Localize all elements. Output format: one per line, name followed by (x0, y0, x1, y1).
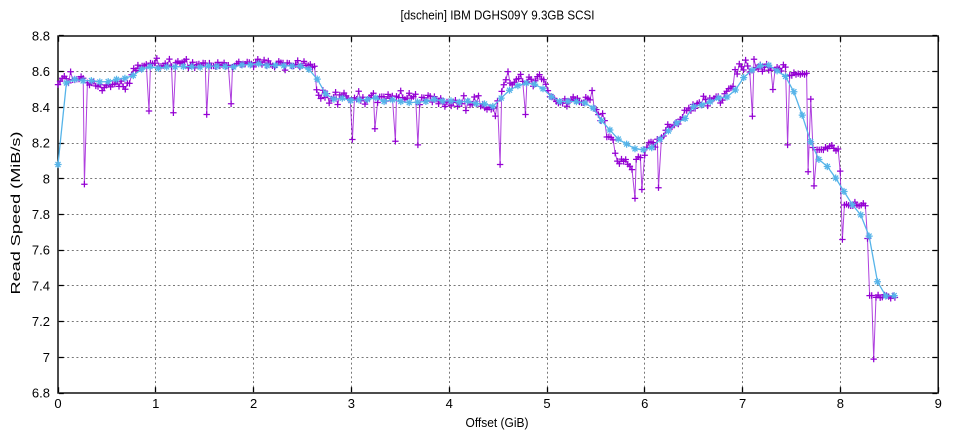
svg-text:5: 5 (543, 396, 550, 411)
svg-text:8.2: 8.2 (32, 136, 50, 151)
svg-text:9: 9 (935, 396, 942, 411)
svg-text:2: 2 (250, 396, 257, 411)
svg-text:7.6: 7.6 (32, 243, 50, 258)
svg-text:4: 4 (446, 396, 453, 411)
svg-text:1: 1 (152, 396, 159, 411)
svg-text:7.8: 7.8 (32, 207, 50, 222)
svg-text:Read Speed (MiB/s): Read Speed (MiB/s) (8, 132, 23, 295)
svg-text:8.4: 8.4 (32, 100, 50, 115)
svg-text:8: 8 (837, 396, 844, 411)
svg-text:8.6: 8.6 (32, 64, 50, 79)
svg-text:3: 3 (348, 396, 355, 411)
svg-text:6.8: 6.8 (32, 386, 50, 401)
svg-text:8: 8 (43, 171, 50, 186)
svg-text:7.4: 7.4 (32, 278, 50, 293)
svg-text:0: 0 (54, 396, 61, 411)
svg-text:8.8: 8.8 (32, 29, 50, 44)
svg-text:Offset (GiB): Offset (GiB) (466, 415, 529, 430)
svg-text:6: 6 (641, 396, 648, 411)
svg-text:7: 7 (739, 396, 746, 411)
svg-text:[dschein] IBM DGHS09Y 9.3GB SC: [dschein] IBM DGHS09Y 9.3GB SCSI (401, 8, 595, 23)
svg-text:7: 7 (43, 350, 50, 365)
svg-text:7.2: 7.2 (32, 314, 50, 329)
